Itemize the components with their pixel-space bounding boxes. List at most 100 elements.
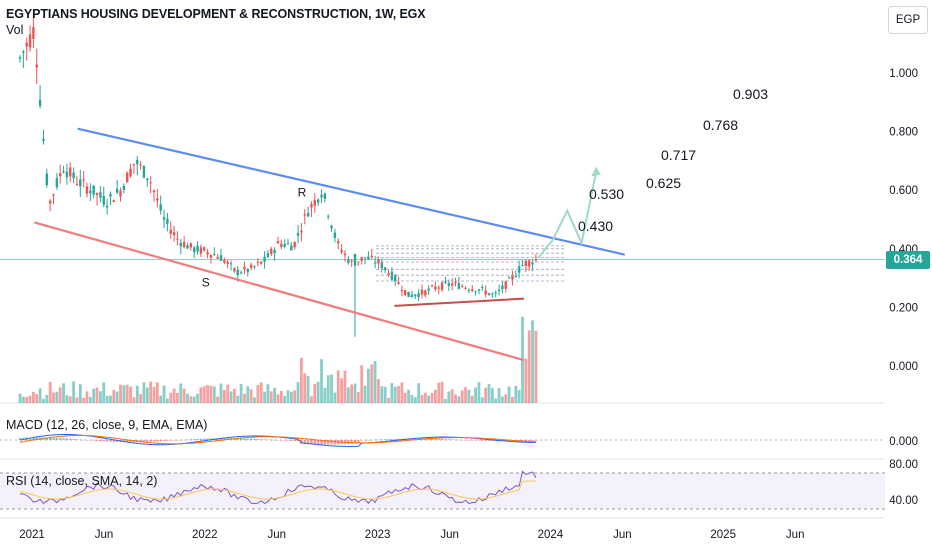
candle-body [266, 253, 270, 258]
currency-button[interactable]: EGP [888, 6, 928, 34]
candle-body [481, 287, 484, 289]
macd-histogram-bar [437, 439, 440, 440]
macd-histogram-bar [283, 440, 286, 441]
macd-histogram-bar [320, 440, 323, 445]
candle-body [477, 289, 481, 291]
candle-body [501, 285, 504, 290]
volume-bar [169, 392, 173, 403]
candle-body [18, 57, 22, 59]
volume-bar [477, 382, 481, 403]
volume-bar [42, 398, 45, 403]
rsi-label[interactable]: RSI (14, close, SMA, 14, 2) [6, 474, 158, 488]
candle-body [216, 256, 219, 259]
macd-histogram-bar [427, 438, 430, 440]
volume-bar [457, 396, 461, 403]
candle-body [310, 204, 313, 208]
candle-body [363, 257, 367, 259]
volume-bar [196, 393, 199, 403]
candle-body [293, 241, 296, 248]
candle-body [79, 179, 82, 187]
candle-body [48, 200, 52, 204]
candle-body [62, 171, 65, 173]
macd-histogram-bar [89, 440, 92, 441]
candle-body [99, 192, 102, 198]
macd-histogram-bar [310, 440, 313, 445]
time-tick-label: Jun [268, 529, 287, 541]
candle-body [487, 293, 491, 295]
macd-histogram-bar [186, 439, 189, 441]
volume-bar [256, 384, 260, 403]
macd-histogram-bar [149, 440, 152, 442]
candle-body [340, 250, 343, 253]
volume-bar [233, 388, 236, 403]
candle-body [109, 193, 112, 197]
candle-body [528, 260, 531, 267]
candle-body [404, 290, 407, 295]
volume-bar [115, 391, 119, 403]
macd-histogram-bar [35, 437, 38, 440]
candle-body [42, 138, 45, 141]
candle-body [102, 195, 105, 205]
candle-body [142, 166, 146, 178]
price-tick-label: 0.200 [889, 302, 918, 314]
volume-bar [293, 390, 297, 403]
candle-body [199, 247, 203, 254]
volume-bar [212, 386, 216, 403]
candle-body [323, 193, 327, 199]
target-label: 0.430 [578, 218, 613, 234]
macd-histogram-bar [45, 437, 48, 440]
volume-bar [494, 398, 498, 403]
candle-body [69, 167, 72, 177]
candle-body [186, 245, 189, 249]
volume-bar [323, 387, 327, 403]
candle-body [327, 215, 330, 217]
volume-bar [78, 384, 82, 403]
time-tick-label: 2025 [710, 529, 736, 541]
candle-body [286, 243, 290, 245]
volume-bar [346, 387, 350, 403]
candle-body [357, 261, 360, 263]
macd-histogram-bar [52, 437, 55, 440]
candle-body [149, 182, 152, 184]
time-tick-label: 2024 [538, 529, 564, 541]
volume-bar [377, 379, 380, 403]
volume-bar [427, 395, 431, 403]
candle-body [223, 260, 226, 263]
target-label: 0.768 [703, 117, 738, 133]
volume-bar [152, 386, 156, 403]
volume-bar [159, 395, 163, 403]
volume-label[interactable]: Vol [6, 23, 24, 37]
candle-body [75, 184, 79, 186]
volume-bar [296, 382, 300, 403]
volume-bar [310, 396, 313, 403]
candle-body [303, 214, 306, 216]
volume-bar [343, 370, 347, 403]
target-label: 0.530 [589, 186, 624, 202]
symbol-title[interactable]: EGYPTIANS HOUSING DEVELOPMENT & RECONSTR… [6, 7, 426, 21]
macd-histogram-bar [276, 440, 280, 441]
candle-body [370, 255, 373, 258]
macd-histogram-bar [32, 437, 35, 440]
macd-histogram-bar [316, 440, 320, 445]
macd-histogram-bar [236, 438, 239, 440]
candle-body [514, 275, 517, 277]
volume-bar [21, 396, 25, 403]
volume-bar [420, 394, 424, 403]
volume-bar [65, 395, 69, 403]
volume-bar [135, 385, 139, 403]
volume-bar [166, 398, 169, 403]
candles [18, 16, 538, 337]
rsi-ma-line [19, 480, 536, 500]
macd-histogram-bar [72, 439, 75, 440]
candle-body [347, 259, 350, 263]
candle-body [270, 248, 273, 255]
candle-body [72, 172, 75, 179]
volume-bar [531, 320, 534, 403]
candle-body [112, 200, 115, 202]
macd-label[interactable]: MACD (12, 26, close, 9, EMA, EMA) [6, 418, 208, 432]
candle-body [256, 261, 260, 263]
volume-bar [172, 388, 176, 403]
candle-body [95, 193, 99, 196]
candle-body [300, 230, 303, 233]
